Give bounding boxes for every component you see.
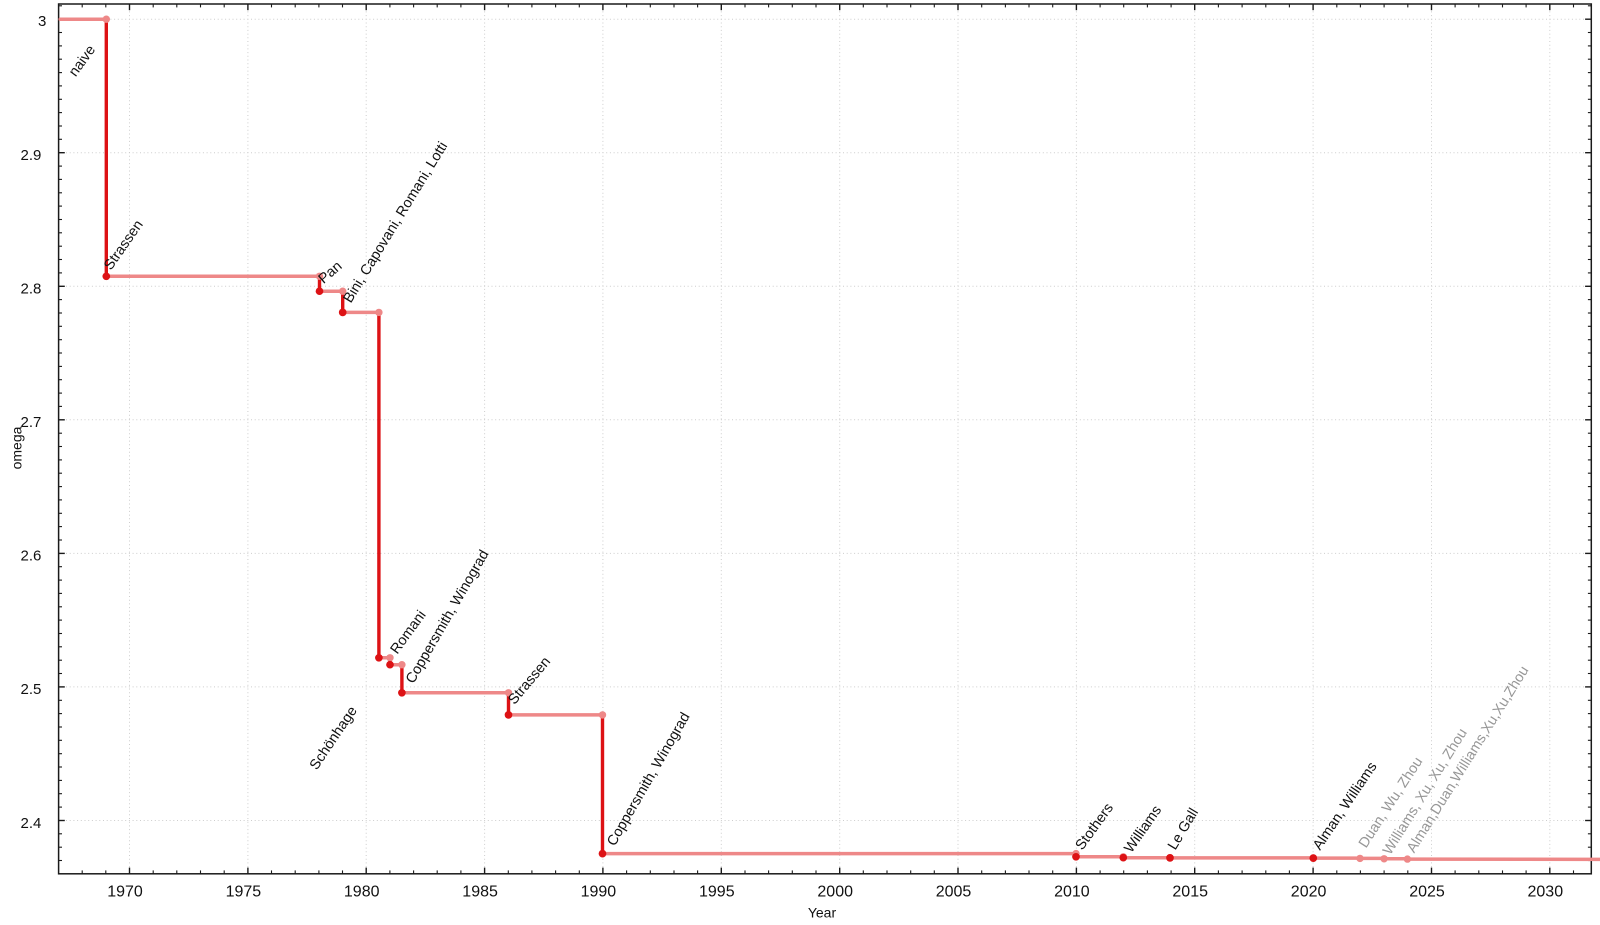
svg-text:2020: 2020 [1291, 884, 1327, 901]
svg-text:2010: 2010 [1054, 884, 1090, 901]
svg-text:2.4: 2.4 [21, 815, 42, 832]
svg-text:2000: 2000 [817, 884, 853, 901]
svg-text:1975: 1975 [226, 884, 262, 901]
svg-text:2025: 2025 [1409, 884, 1445, 901]
svg-text:1985: 1985 [462, 884, 498, 901]
svg-text:1990: 1990 [581, 884, 617, 901]
svg-text:Year: Year [808, 904, 837, 920]
svg-text:1970: 1970 [107, 884, 143, 901]
svg-text:omega: omega [9, 426, 25, 469]
svg-text:2.6: 2.6 [21, 548, 42, 565]
svg-text:2.5: 2.5 [21, 681, 42, 698]
svg-text:1980: 1980 [344, 884, 380, 901]
svg-text:2015: 2015 [1172, 884, 1208, 901]
svg-text:2.9: 2.9 [21, 147, 42, 164]
svg-text:2005: 2005 [936, 884, 972, 901]
svg-text:3: 3 [38, 13, 46, 30]
svg-text:1995: 1995 [699, 884, 735, 901]
svg-text:2.8: 2.8 [21, 281, 42, 298]
svg-text:2030: 2030 [1528, 884, 1564, 901]
